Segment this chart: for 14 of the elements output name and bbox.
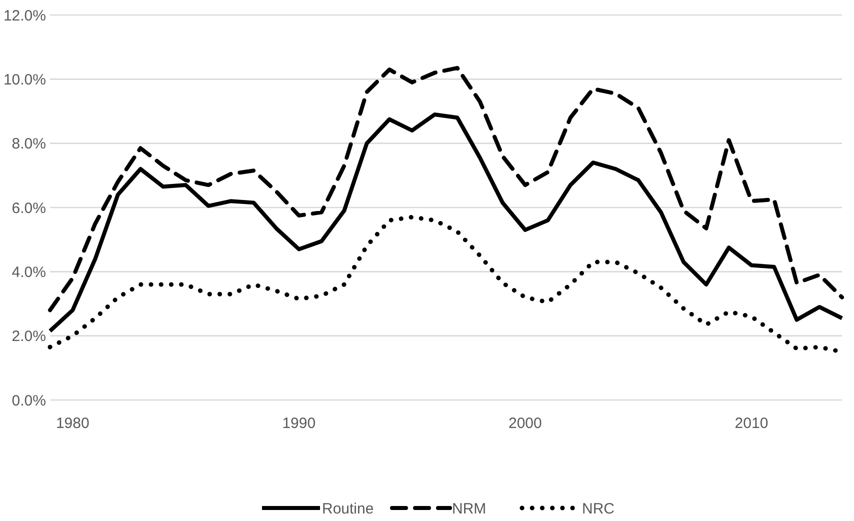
legend-label: Routine xyxy=(322,500,374,518)
y-tick-label: 0.0% xyxy=(12,392,46,410)
y-tick-label: 2.0% xyxy=(12,328,46,346)
x-tick-label: 2000 xyxy=(508,415,542,432)
y-tick-label: 12.0% xyxy=(3,7,46,24)
legend-label: NRC xyxy=(582,500,615,518)
x-tick-label: 2010 xyxy=(734,415,768,432)
y-tick-label: 4.0% xyxy=(12,264,46,281)
y-tick-label: 8.0% xyxy=(12,136,46,153)
y-tick-label: 6.0% xyxy=(12,200,46,217)
y-tick-label: 10.0% xyxy=(3,71,46,88)
x-tick-label: 1990 xyxy=(282,415,316,432)
legend-label: NRM xyxy=(452,500,486,518)
x-tick-label: 1980 xyxy=(56,415,90,432)
